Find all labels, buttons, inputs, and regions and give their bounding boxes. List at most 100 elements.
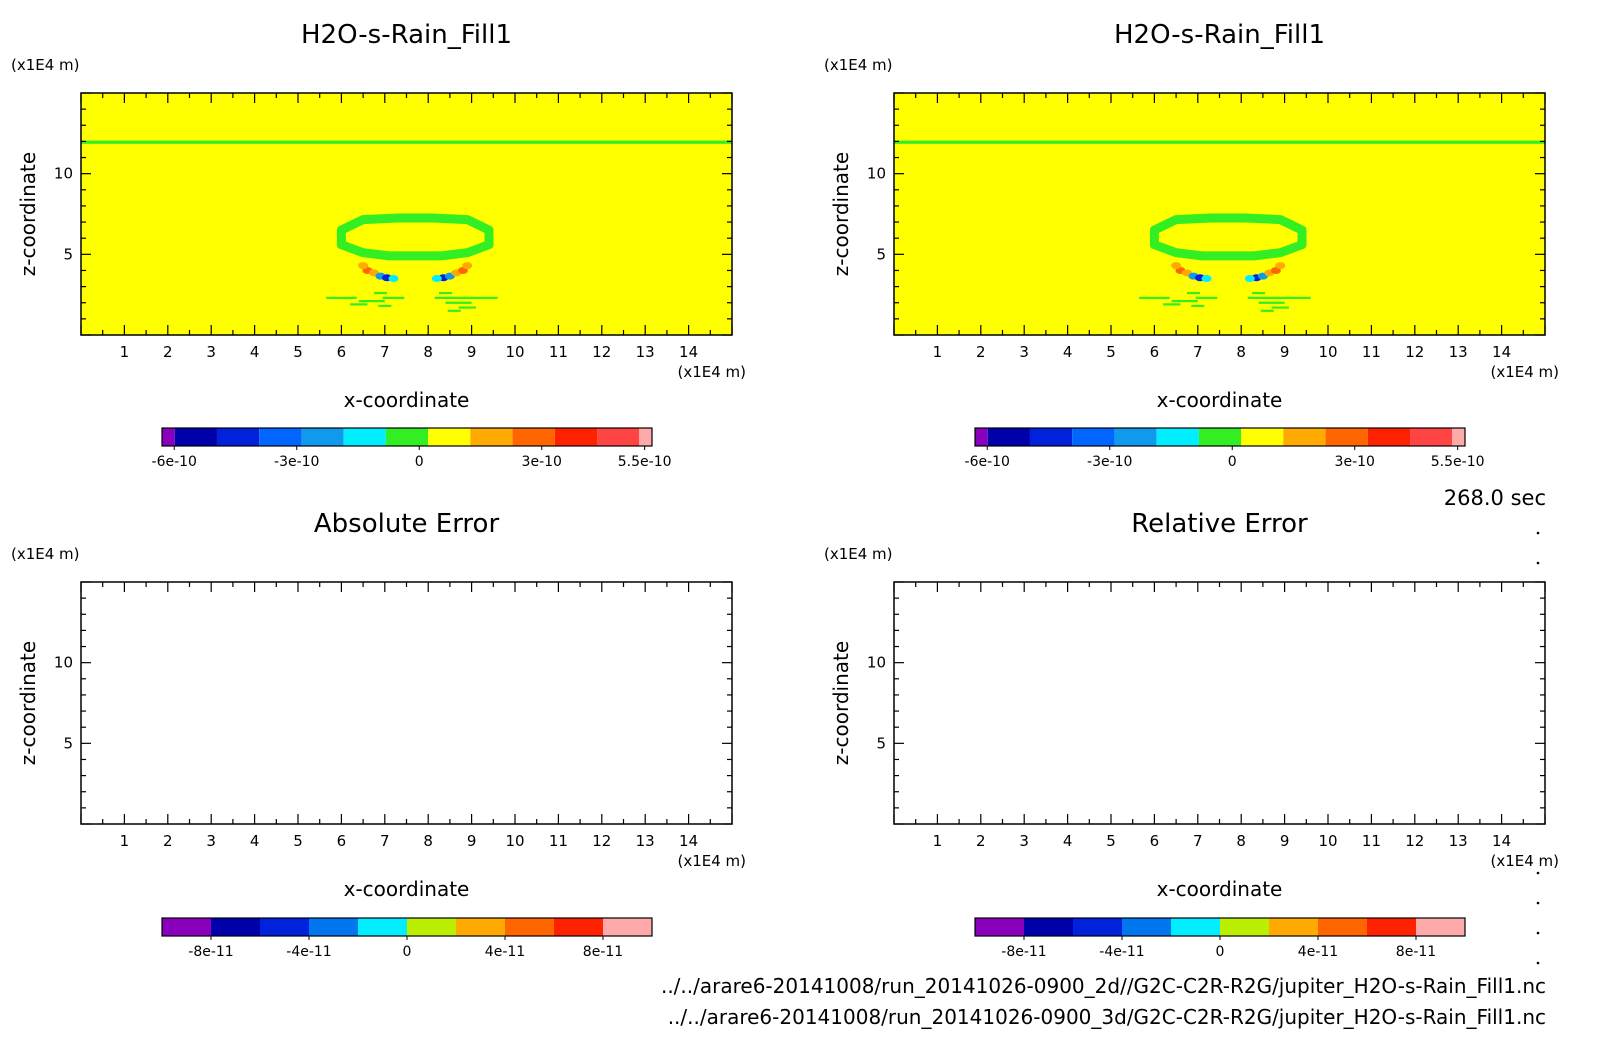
x-tick-label: 4 <box>250 343 260 361</box>
colorbar-tick-label: -8e-11 <box>1001 944 1046 960</box>
margin-dot <box>1536 871 1540 875</box>
colorbar-swatch <box>470 428 513 446</box>
x-tick-label: 9 <box>1280 343 1290 361</box>
colorbar-swatch <box>1452 428 1465 446</box>
colorbar: -6e-10 -3e-10 0 3e-10 5.5e-10 <box>152 427 672 470</box>
colorbar-swatch <box>1114 428 1157 446</box>
x-unit-label: (x1E4 m) <box>677 852 746 870</box>
colorbar-tick-label: 4e-11 <box>1298 944 1338 960</box>
perturbation-mark <box>1244 275 1255 283</box>
x-tick-label: 9 <box>467 343 477 361</box>
x-tick-label: 3 <box>206 832 216 850</box>
y-tick-label: 10 <box>867 654 886 672</box>
colorbar-swatch <box>343 428 386 446</box>
file-path-1: ../../arare6-20141008/run_20141026-0900_… <box>661 974 1546 998</box>
x-tick-label: 5 <box>1106 343 1116 361</box>
x-tick-label: 14 <box>679 343 698 361</box>
x-axis-label: x-coordinate <box>1157 877 1283 901</box>
chart-panel-4: Relative Error (x1E4 m) (x1E4 m) x-coordina… <box>824 509 1559 960</box>
x-tick-label: 11 <box>549 343 568 361</box>
y-tick-label: 10 <box>54 654 73 672</box>
colorbar-swatch <box>407 918 456 936</box>
x-tick-label: 7 <box>380 832 390 850</box>
x-tick-label: 2 <box>163 343 173 361</box>
y-tick-label: 10 <box>54 165 73 183</box>
colorbar-swatch <box>259 428 302 446</box>
x-tick-label: 5 <box>1106 832 1116 850</box>
colorbar-swatch <box>1220 918 1269 936</box>
colorbar: -6e-10 -3e-10 0 3e-10 5.5e-10 <box>965 427 1485 470</box>
chart-panel-2: H2O-s-Rain_Fill1 (x1E4 m) (x1E4 m) x-coordi… <box>824 20 1559 470</box>
colorbar-swatch <box>1241 428 1284 446</box>
colorbar-swatch <box>309 918 358 936</box>
x-tick-label: 12 <box>592 832 611 850</box>
colorbar-swatch <box>1283 428 1326 446</box>
margin-dots <box>1536 531 1540 965</box>
tick-marks <box>893 92 1546 336</box>
chart-title: H2O-s-Rain_Fill1 <box>1114 20 1325 50</box>
colorbar-swatch <box>1367 428 1411 446</box>
x-tick-label: 10 <box>505 343 524 361</box>
y-unit-label: (x1E4 m) <box>824 545 893 563</box>
x-tick-label: 2 <box>976 832 986 850</box>
x-tick-label: 2 <box>163 832 173 850</box>
colorbar-frame <box>974 427 1466 447</box>
colorbar-swatch <box>162 918 211 936</box>
file-path-2: ../../arare6-20141008/run_20141026-0900_… <box>668 1005 1546 1029</box>
colorbar-swatch <box>1029 428 1073 446</box>
x-tick-label: 12 <box>592 343 611 361</box>
x-tick-label: 5 <box>293 343 303 361</box>
perturbation-mark <box>1201 275 1212 283</box>
x-unit-label: (x1E4 m) <box>677 363 746 381</box>
colorbar-swatch <box>456 918 505 936</box>
colorbar-swatch <box>975 428 988 446</box>
chart-title: H2O-s-Rain_Fill1 <box>301 20 512 50</box>
colorbar-tick-label: 5.5e-10 <box>1431 454 1485 470</box>
time-label: 268.0 sec <box>1444 486 1546 510</box>
x-tick-label: 12 <box>1405 343 1424 361</box>
x-tick-label: 10 <box>1318 832 1337 850</box>
colorbar-tick-label: -6e-10 <box>152 454 197 470</box>
colorbar-frame <box>161 427 653 447</box>
green-ring <box>336 213 494 261</box>
x-tick-label: 3 <box>206 343 216 361</box>
x-tick-label: 4 <box>1063 832 1073 850</box>
chart-title: Relative Error <box>1131 509 1308 539</box>
colorbar-tick-label: 5.5e-10 <box>618 454 672 470</box>
colorbar-swatch <box>428 428 471 446</box>
y-axis-label: z-coordinate <box>829 641 853 765</box>
colorbar-tick-label: 4e-11 <box>485 944 525 960</box>
colorbar-swatch <box>1325 428 1368 446</box>
x-tick-label: 7 <box>1193 832 1203 850</box>
colorbar-swatch <box>1122 918 1171 936</box>
colorbar-tick-label: 8e-11 <box>583 944 623 960</box>
green-band <box>894 140 1545 144</box>
colorbar-swatch <box>1269 918 1318 936</box>
x-tick-label: 6 <box>337 343 347 361</box>
margin-dot <box>1536 531 1540 535</box>
perturbation-mark <box>388 275 399 283</box>
colorbar-swatch <box>505 918 554 936</box>
colorbar-tick-label: 3e-10 <box>1335 454 1375 470</box>
x-tick-label: 4 <box>1063 343 1073 361</box>
colorbar-swatch <box>639 428 652 446</box>
colorbar-swatch <box>385 428 429 446</box>
colorbar-tick-label: -4e-11 <box>286 944 331 960</box>
x-tick-label: 1 <box>120 832 130 850</box>
colorbar-tick-label: 8e-11 <box>1396 944 1436 960</box>
x-tick-label: 8 <box>1236 343 1246 361</box>
colorbar-swatch <box>512 428 555 446</box>
perturbation-mark <box>358 262 369 270</box>
colorbar-tick-label: 0 <box>415 454 424 470</box>
margin-dot <box>1536 931 1540 935</box>
margin-dot <box>1536 961 1540 965</box>
x-tick-label: 3 <box>1019 832 1029 850</box>
colorbar-swatch <box>1416 918 1465 936</box>
x-tick-label: 5 <box>293 832 303 850</box>
plot-area <box>894 582 1545 824</box>
x-tick-label: 12 <box>1405 832 1424 850</box>
x-tick-label: 7 <box>380 343 390 361</box>
y-unit-label: (x1E4 m) <box>824 56 893 74</box>
x-tick-label: 1 <box>120 343 130 361</box>
x-tick-label: 6 <box>1150 832 1160 850</box>
